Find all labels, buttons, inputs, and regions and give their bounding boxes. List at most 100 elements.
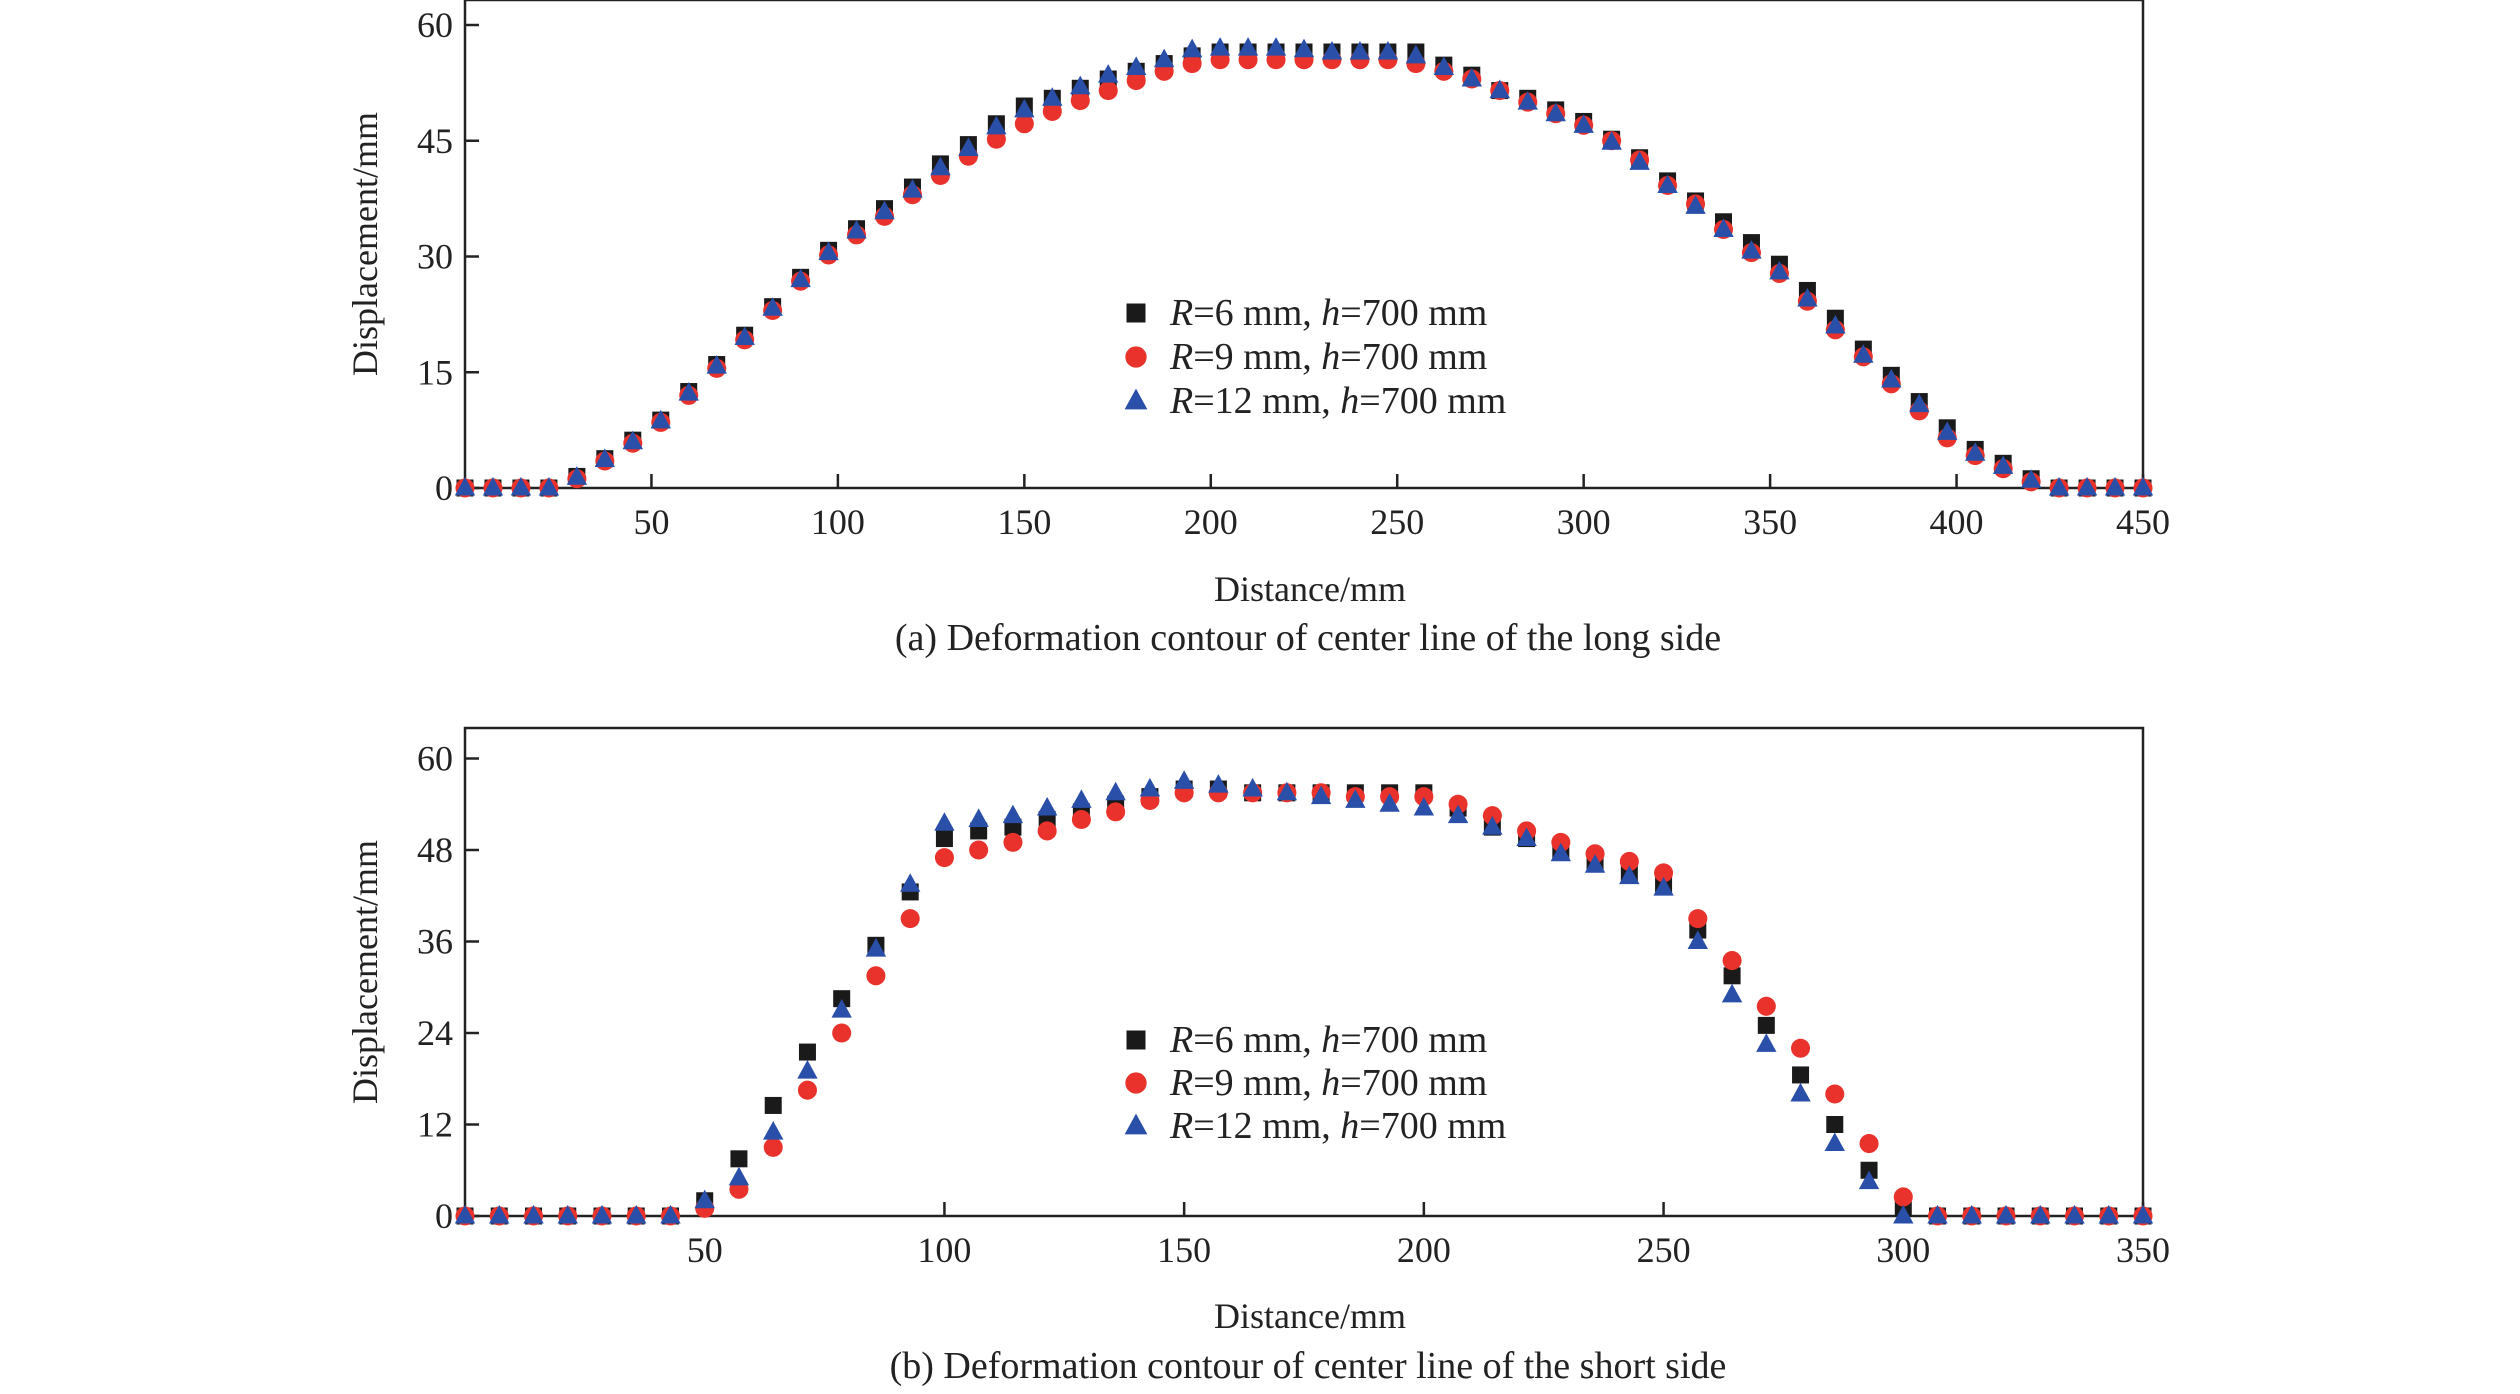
chart-b-y-tick-label: 12 (417, 1105, 453, 1145)
chart-a-point-series-3 (2020, 469, 2042, 488)
chart-b-point-series-2 (1003, 832, 1023, 852)
chart-b-point-series-2 (1893, 1187, 1913, 1207)
chart-a-y-tick-label: 30 (417, 237, 453, 277)
chart-a-point-series-3 (678, 382, 699, 401)
chart-b-point-series-2 (797, 1080, 817, 1100)
chart-b-point-series-2 (1688, 909, 1708, 929)
chart-b-x-ticks: 50 100 150 200 250 300 350 (687, 1202, 2170, 1270)
chart-b-x-tick-label: 150 (1157, 1230, 1211, 1270)
chart-a-point-series-3 (1181, 38, 1203, 58)
chart-b-point-series-2 (1825, 1084, 1845, 1104)
chart-b-point-series-3 (1824, 1132, 1845, 1152)
chart-b-point-series-3 (2098, 1204, 2119, 1224)
chart-b-point-series-3 (728, 1166, 750, 1186)
chart-a-point-series-3 (958, 137, 979, 156)
chart-b-point-series-1 (1860, 1161, 1878, 1179)
chart-a-legend-label-3: R=12 mm, h=700 mm (1169, 380, 1506, 422)
chart-b-point-series-2 (934, 848, 954, 868)
chart-b-point-series-2 (1585, 844, 1605, 864)
chart-a-point-series-3 (482, 476, 504, 496)
chart-b-point-series-3 (1310, 785, 1332, 805)
chart-b-point-series-3 (1173, 770, 1195, 789)
chart-b-point-series-2 (832, 1023, 852, 1043)
chart-a-point-series-3 (594, 448, 616, 467)
chart-b-point-series-3 (2030, 1204, 2051, 1224)
chart-a-legend: R=6 mm, h=700 mmR=9 mm, h=700 mmR=12 mm,… (1124, 292, 1506, 422)
chart-b-x-tick-label: 200 (1397, 1230, 1451, 1270)
chart-b-point-series-2 (1756, 996, 1776, 1016)
chart-a-point-series-3 (1797, 287, 1818, 307)
chart-b-point-series-3 (694, 1189, 715, 1209)
chart-a-point-series-3 (1992, 455, 2014, 474)
chart-a-legend-label-2: R=9 mm, h=700 mm (1169, 336, 1487, 378)
chart-b-point-series-3 (2064, 1204, 2085, 1224)
chart-b-legend-marker-3 (1124, 1113, 1148, 1135)
chart-b-point-series-2 (1654, 863, 1674, 883)
chart-a-point-series-3 (986, 115, 1007, 135)
chart-a-point-series-3 (1685, 195, 1706, 214)
chart-b-point-series-3 (1036, 796, 1058, 816)
chart-b-point-series-1 (1723, 967, 1741, 985)
chart-a-point-series-3 (1909, 393, 1930, 413)
chart-b-point-series-3 (797, 1060, 818, 1079)
chart-b-caption: (b) Deformation contour of center line o… (890, 1345, 1727, 1387)
chart-b-x-tick-label: 300 (1876, 1230, 1930, 1270)
chart-a-point-series-3 (510, 476, 532, 496)
chart-b-point-series-3 (1687, 930, 1709, 949)
chart-a-point-series-3 (1098, 64, 1119, 83)
chart-a-point-series-3 (790, 268, 811, 288)
chart-b-x-tick-label: 250 (1637, 1230, 1691, 1270)
chart-a-point-series-3 (650, 409, 671, 429)
chart-b-plot-frame (463, 726, 2145, 1218)
chart-a-point-series-3 (1965, 442, 1986, 461)
chart-a-x-ticks: 50 100 150 200 250 300 350 400 450 (633, 474, 2170, 542)
chart-a-plot-frame (463, 0, 2145, 490)
chart-a-x-tick-label: 350 (1743, 502, 1797, 542)
chart-a-x-tick-label: 300 (1557, 502, 1611, 542)
chart-b-point-series-3 (660, 1204, 681, 1224)
chart-b-point-series-3 (1345, 789, 1366, 808)
chart-b-point-series-1 (833, 990, 851, 1008)
chart-b-point-series-3 (1379, 793, 1400, 812)
chart-a-point-series-3 (1937, 421, 1958, 440)
chart-a-point-series-3 (1237, 37, 1259, 56)
chart-b-point-series-2 (1722, 951, 1742, 971)
chart-a-point-series-3 (1433, 56, 1455, 75)
chart-b-point-series-2 (1859, 1134, 1879, 1154)
chart-a-point-series-3 (1070, 75, 1091, 95)
chart-b-point-series-3 (763, 1121, 784, 1140)
chart-a-point-series-3 (1489, 79, 1510, 99)
chart-a-point-series-3 (1153, 48, 1175, 68)
chart-b-y-tick-label: 60 (417, 739, 453, 779)
chart-a: 0 15 30 45 60 50 100 150 200 250 300 350 400 450 Dis… (345, 0, 2170, 659)
chart-a-point-series-2 (1014, 114, 1034, 134)
chart-b-point-series-2 (1791, 1038, 1811, 1058)
chart-b-point-series-2 (900, 909, 920, 929)
chart-b-point-series-3 (626, 1204, 647, 1224)
chart-b-x-tick-label: 350 (2116, 1230, 2170, 1270)
chart-a-point-series-3 (1405, 44, 1427, 64)
chart-a-x-tick-label: 450 (2116, 502, 2170, 542)
chart-b-point-series-3 (1653, 877, 1674, 896)
chart-b-point-series-3 (523, 1204, 544, 1224)
chart-a-point-series-3 (874, 200, 895, 220)
chart-b-point-series-3 (1721, 983, 1743, 1003)
chart-b: 0 12 24 36 48 60 50 100 150 200 250 300 350 Displac… (345, 726, 2170, 1387)
chart-a-point-series-3 (902, 179, 923, 198)
chart-a-y-tick-label: 0 (435, 468, 453, 508)
chart-a-y-axis-label: Displacement/mm (345, 112, 385, 376)
chart-b-point-series-3 (557, 1204, 578, 1224)
chart-a-y-ticks: 0 15 30 45 60 (417, 5, 479, 508)
chart-b-point-series-2 (969, 840, 989, 860)
chart-b-point-series-3 (591, 1204, 613, 1224)
chart-a-point-series-3 (1769, 260, 1790, 280)
chart-a-point-series-3 (1881, 368, 1902, 388)
chart-a-point-series-2 (1070, 91, 1090, 111)
chart-a-point-series-3 (2048, 476, 2070, 496)
chart-a-point-series-3 (1042, 87, 1063, 106)
chart-b-point-series-3 (1242, 777, 1263, 797)
chart-b-point-series-1 (1826, 1116, 1844, 1133)
chart-b-point-series-3 (1927, 1204, 1948, 1224)
chart-a-point-series-3 (1601, 131, 1622, 150)
